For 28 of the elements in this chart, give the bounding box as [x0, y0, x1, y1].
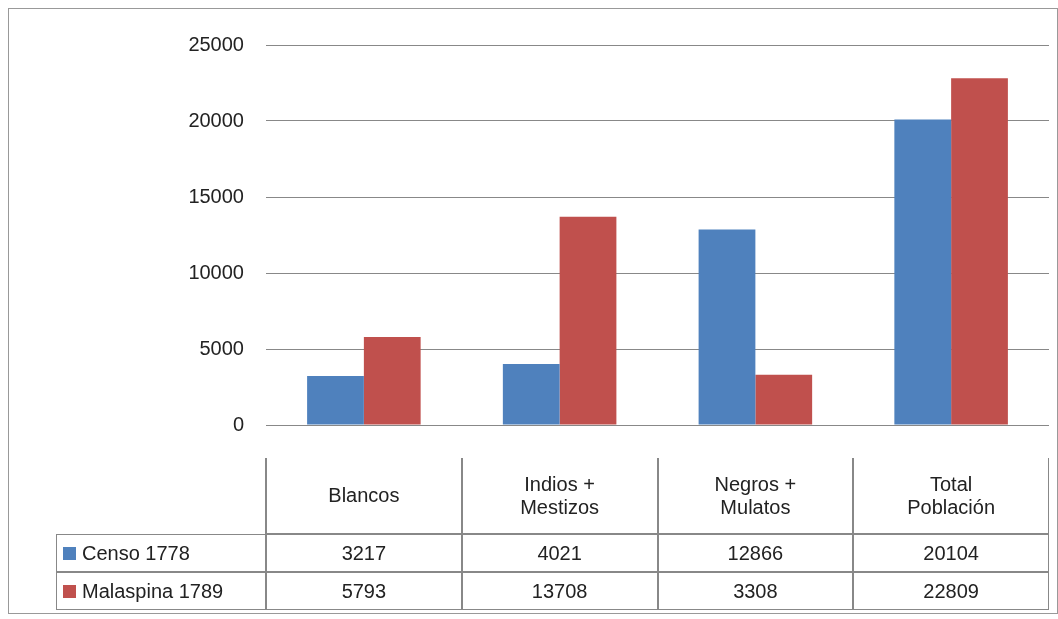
- x-tick-label: Indios + Mestizos: [461, 458, 658, 534]
- data-label: 12866: [657, 534, 854, 572]
- bar: [894, 119, 952, 425]
- bar: [755, 374, 813, 425]
- y-tick-label: 25000: [188, 32, 244, 55]
- x-tick-label: Total Población: [853, 458, 1049, 534]
- legend-label: Malaspina 1789: [82, 579, 224, 603]
- bar: [307, 376, 364, 425]
- data-label: 13708: [461, 572, 658, 610]
- bar: [502, 363, 560, 425]
- data-label: 3217: [266, 534, 462, 572]
- y-tick-label: 20000: [188, 108, 244, 131]
- data-label: 5793: [266, 572, 462, 610]
- y-tick-label: 5000: [199, 336, 244, 359]
- bar: [559, 216, 617, 425]
- x-tick-label: Blancos: [266, 458, 462, 534]
- bar: [363, 336, 421, 425]
- data-label: 22809: [853, 572, 1049, 610]
- x-tick-label: Negros + Mulatos: [657, 458, 854, 534]
- bar: [951, 78, 1008, 425]
- data-label: 4021: [461, 534, 658, 572]
- legend-label: Censo 1778: [82, 541, 190, 565]
- data-label: 3308: [657, 572, 854, 610]
- y-tick-label: 10000: [188, 260, 244, 283]
- y-tick-label: 15000: [188, 184, 244, 207]
- data-label: 20104: [853, 534, 1049, 572]
- bar: [698, 229, 756, 425]
- y-tick-label: 0: [232, 412, 244, 435]
